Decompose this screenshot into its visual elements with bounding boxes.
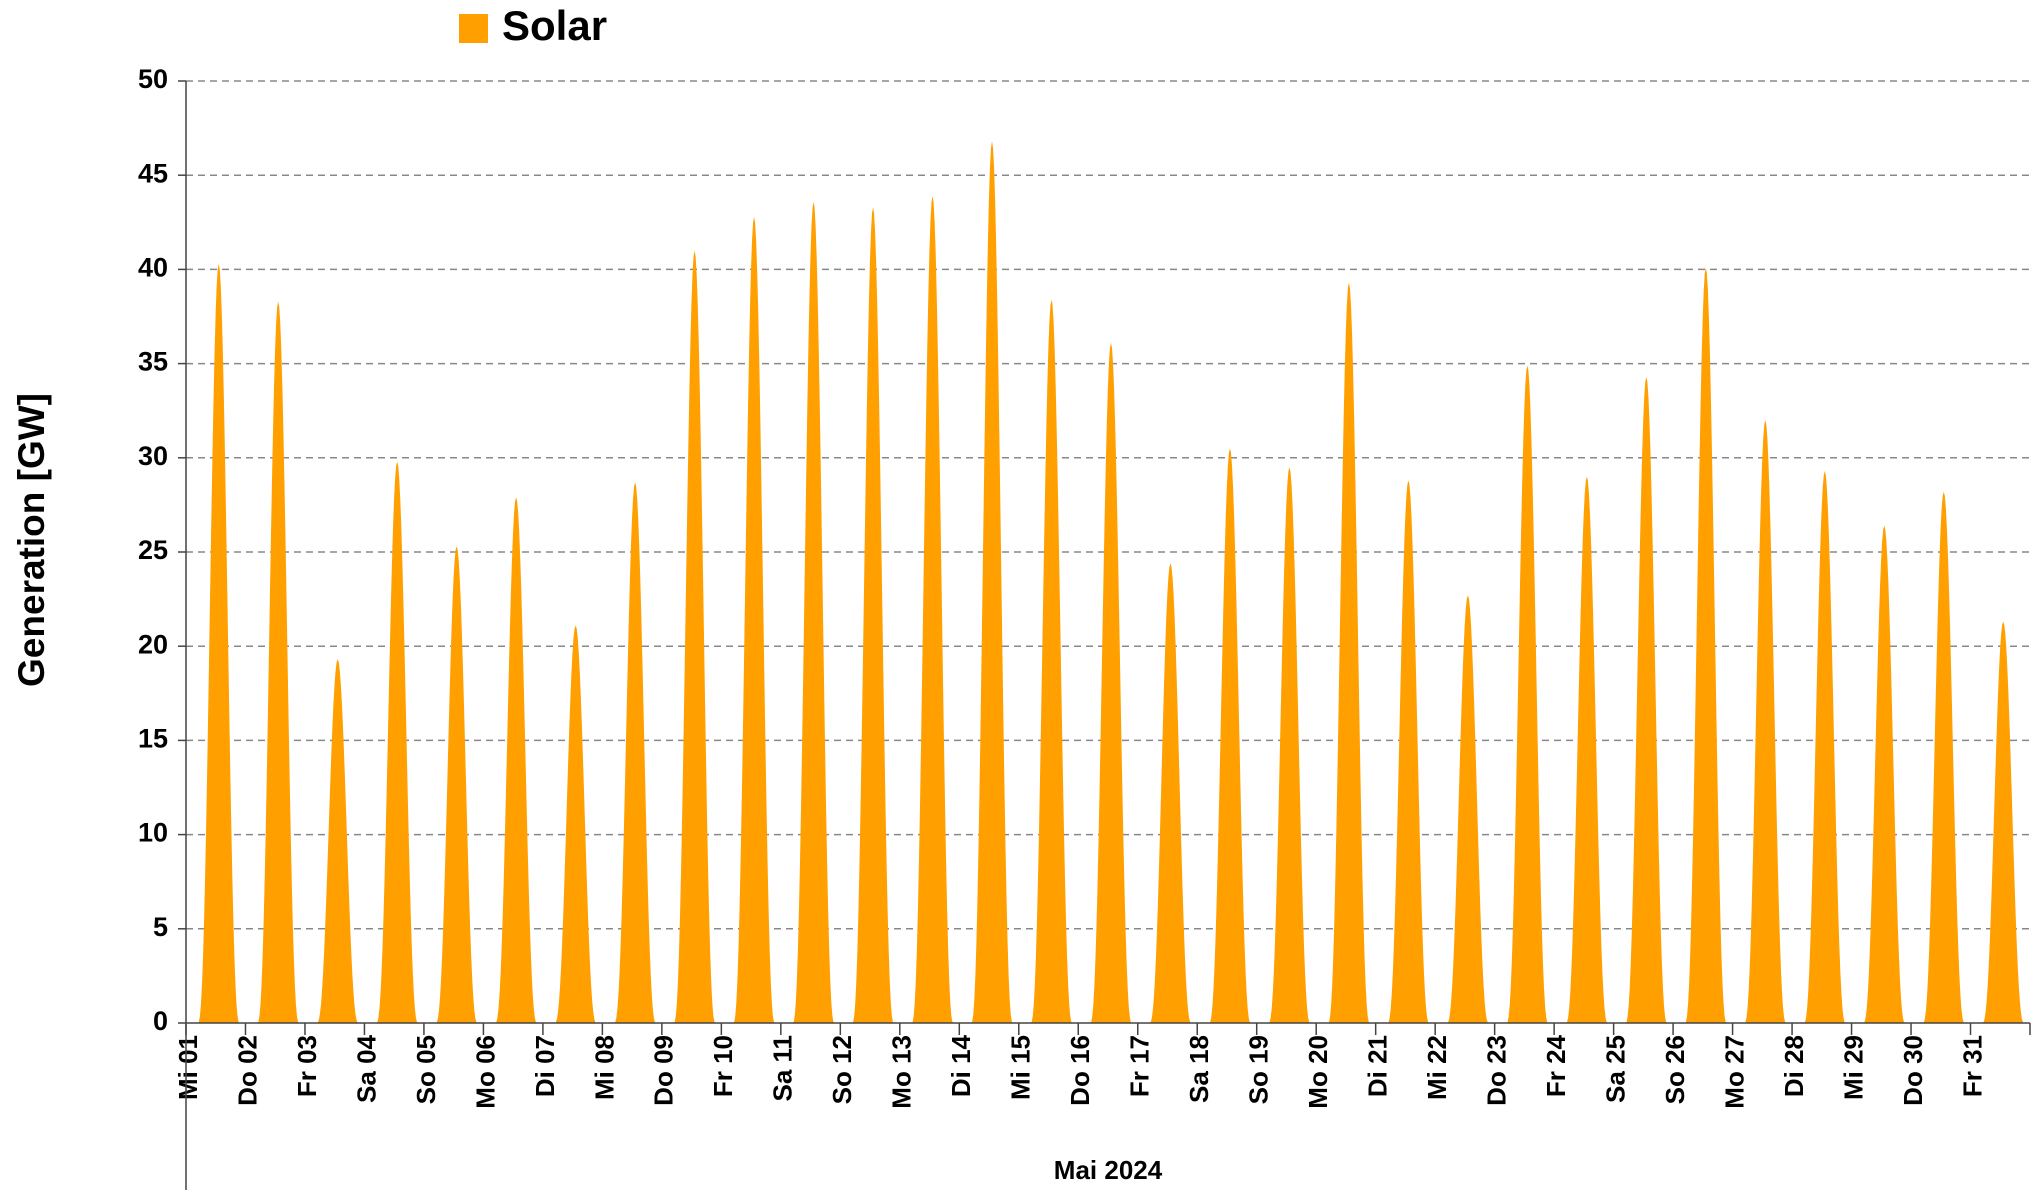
- day-area: [1566, 476, 1608, 1023]
- day-area: [1268, 467, 1311, 1024]
- x-tick-label: Sa 11: [768, 1035, 798, 1102]
- day-area: [673, 250, 716, 1023]
- y-tick-label: 50: [138, 64, 168, 94]
- day-area: [614, 482, 656, 1023]
- x-tick-label: So 05: [411, 1035, 441, 1104]
- day-area: [1744, 420, 1787, 1023]
- x-tick-label: So 19: [1244, 1035, 1274, 1104]
- day-area: [1982, 621, 2025, 1023]
- y-tick-label: 10: [138, 818, 168, 848]
- x-tick-label: Sa 04: [351, 1034, 381, 1102]
- day-area: [1090, 342, 1132, 1024]
- x-tick-label: Do 23: [1482, 1035, 1512, 1106]
- x-tick-label: Sa 25: [1600, 1035, 1630, 1103]
- day-area: [1447, 595, 1489, 1023]
- day-area: [1030, 299, 1073, 1023]
- x-tick-label: Fr 31: [1957, 1035, 1987, 1097]
- x-tick-label: Mo 06: [470, 1035, 500, 1109]
- day-area: [554, 625, 597, 1023]
- day-area: [197, 263, 240, 1023]
- day-area: [435, 546, 478, 1023]
- x-tick-label: Mo 20: [1303, 1035, 1333, 1109]
- x-tick-label: So 12: [827, 1035, 857, 1104]
- x-tick-label: Di 14: [946, 1034, 976, 1097]
- day-area: [1684, 267, 1727, 1023]
- x-tick-label: So 26: [1660, 1035, 1690, 1104]
- day-area: [733, 216, 775, 1023]
- x-tick-label: Fr 03: [292, 1035, 322, 1097]
- day-area: [792, 201, 835, 1024]
- y-tick-label: 40: [138, 253, 168, 283]
- day-area: [316, 659, 359, 1023]
- day-area: [852, 207, 894, 1023]
- day-area: [1625, 376, 1668, 1024]
- day-area: [1149, 563, 1192, 1023]
- x-tick-label: Fr 24: [1541, 1034, 1571, 1097]
- day-area: [1922, 491, 1965, 1023]
- x-tick-label: Mo 13: [887, 1035, 917, 1109]
- x-tick-label: Mi 08: [589, 1035, 619, 1100]
- y-tick-label: 25: [138, 535, 168, 565]
- y-tick-label: 30: [138, 441, 168, 471]
- x-tick-label: Di 07: [530, 1035, 560, 1097]
- day-area: [1209, 448, 1251, 1023]
- x-tick-label: Mi 01: [173, 1035, 203, 1100]
- day-area: [911, 195, 954, 1023]
- x-tick-label: Do 30: [1898, 1035, 1928, 1106]
- y-tick-label: 45: [138, 158, 168, 188]
- x-tick-label: Mi 22: [1422, 1035, 1452, 1100]
- day-area: [1506, 365, 1549, 1023]
- day-area: [495, 497, 537, 1023]
- x-tick-label: Do 02: [232, 1035, 262, 1106]
- day-area: [1387, 480, 1430, 1024]
- x-tick-label: Sa 18: [1184, 1035, 1214, 1103]
- day-area: [257, 301, 300, 1024]
- x-tick-label: Fr 10: [708, 1035, 738, 1097]
- day-area: [376, 461, 418, 1023]
- y-tick-label: 35: [138, 347, 168, 377]
- y-tick-label: 0: [153, 1006, 168, 1036]
- legend-swatch: [459, 14, 488, 43]
- x-tick-label: Fr 17: [1125, 1035, 1155, 1097]
- day-area: [1863, 525, 1906, 1023]
- y-tick-label: 20: [138, 629, 168, 659]
- day-area: [1803, 470, 1846, 1023]
- x-tick-label: Mi 29: [1838, 1035, 1868, 1100]
- day-area: [971, 141, 1013, 1024]
- x-tick-label: Mo 27: [1719, 1035, 1749, 1109]
- x-tick-label: Mi 15: [1006, 1035, 1036, 1100]
- y-tick-label: 5: [153, 912, 168, 942]
- y-tick-label: 15: [138, 724, 168, 754]
- x-tick-label: Di 28: [1779, 1035, 1809, 1097]
- y-axis-title: Generation [GW]: [11, 393, 52, 687]
- x-tick-label: Do 09: [649, 1035, 679, 1106]
- x-tick-label: Do 16: [1065, 1035, 1095, 1106]
- legend-label: Solar: [502, 2, 607, 49]
- x-tick-label: Di 21: [1363, 1035, 1393, 1097]
- day-area: [1328, 282, 1370, 1023]
- group-label: Mai 2024: [1054, 1155, 1163, 1185]
